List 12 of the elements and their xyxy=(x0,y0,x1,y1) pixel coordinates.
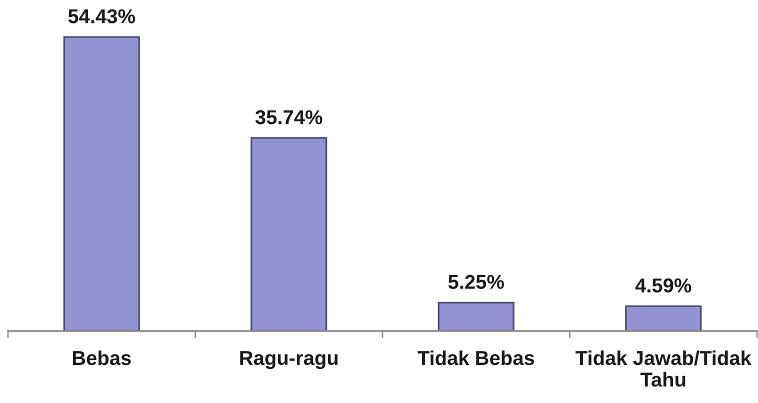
data-label: 54.43% xyxy=(68,9,136,24)
x-tick-label: Bebas xyxy=(72,350,131,366)
data-label: 4.59% xyxy=(635,278,692,293)
x-tick-label: Tidak Bebas xyxy=(418,350,534,366)
bar xyxy=(625,305,702,331)
bar xyxy=(250,137,328,331)
bar xyxy=(438,302,514,331)
x-tick-label: Ragu-ragu xyxy=(240,351,338,370)
bar xyxy=(63,36,140,331)
data-label: 35.74% xyxy=(255,110,322,124)
x-tick-label: Tidak Jawab/Tidak Tahu xyxy=(576,350,752,387)
data-label: 5.25% xyxy=(448,274,504,289)
